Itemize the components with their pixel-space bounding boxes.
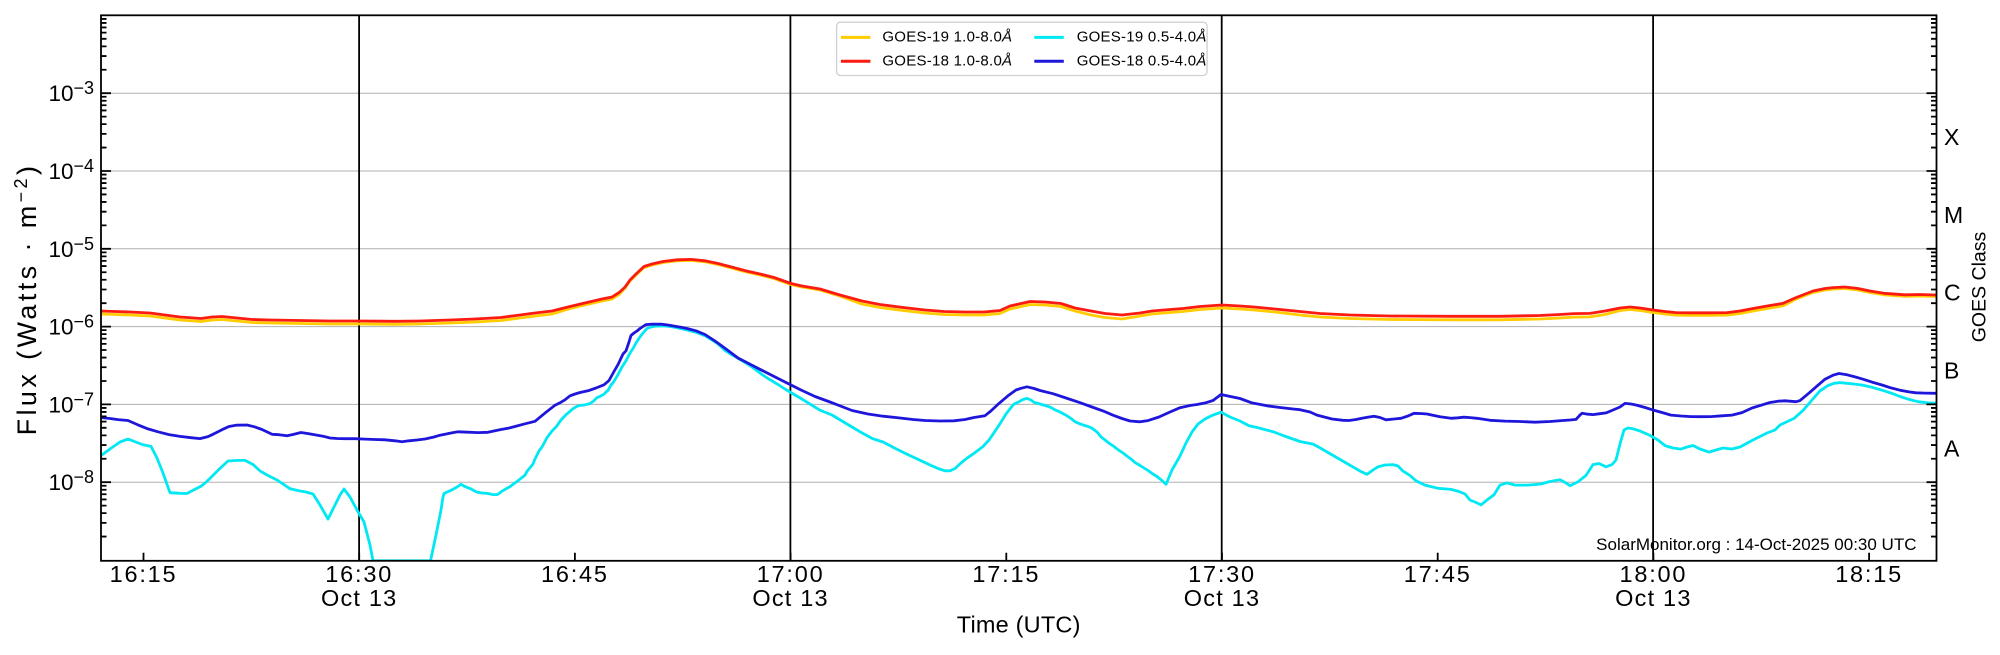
svg-text:X: X [1944,124,1959,150]
svg-text:10−8: 10−8 [48,467,94,495]
svg-text:17:15: 17:15 [972,561,1040,587]
svg-text:16:45: 16:45 [541,561,609,587]
svg-text:Time (UTC): Time (UTC) [957,612,1081,638]
svg-text:18:00: 18:00 [1619,561,1687,587]
svg-text:16:15: 16:15 [110,561,178,587]
svg-text:16:30: 16:30 [325,561,393,587]
svg-text:Oct 13: Oct 13 [752,585,828,611]
svg-text:17:45: 17:45 [1404,561,1472,587]
svg-text:GOES Class: GOES Class [1969,231,1991,342]
svg-text:GOES-18 0.5-4.0Å: GOES-18 0.5-4.0Å [1077,53,1207,70]
svg-text:C: C [1944,280,1961,306]
svg-text:10−3: 10−3 [48,78,94,106]
svg-text:10−4: 10−4 [48,156,94,184]
svg-text:Oct 13: Oct 13 [1615,585,1691,611]
svg-text:Oct 13: Oct 13 [1184,585,1260,611]
svg-text:SolarMonitor.org : 14-Oct-2025: SolarMonitor.org : 14-Oct-2025 00:30 UTC [1596,535,1916,554]
svg-text:Flux (Watts · m−2): Flux (Watts · m−2) [11,163,42,436]
svg-text:B: B [1944,358,1959,384]
svg-text:GOES-19 1.0-8.0Å: GOES-19 1.0-8.0Å [882,29,1012,46]
svg-text:GOES-19 0.5-4.0Å: GOES-19 0.5-4.0Å [1077,29,1207,46]
svg-text:GOES-18 1.0-8.0Å: GOES-18 1.0-8.0Å [882,53,1012,70]
svg-text:18:15: 18:15 [1835,561,1903,587]
svg-text:17:00: 17:00 [757,561,825,587]
svg-text:17:30: 17:30 [1188,561,1256,587]
svg-text:A: A [1944,435,1960,461]
svg-text:M: M [1944,202,1963,228]
svg-text:Oct 13: Oct 13 [321,585,397,611]
